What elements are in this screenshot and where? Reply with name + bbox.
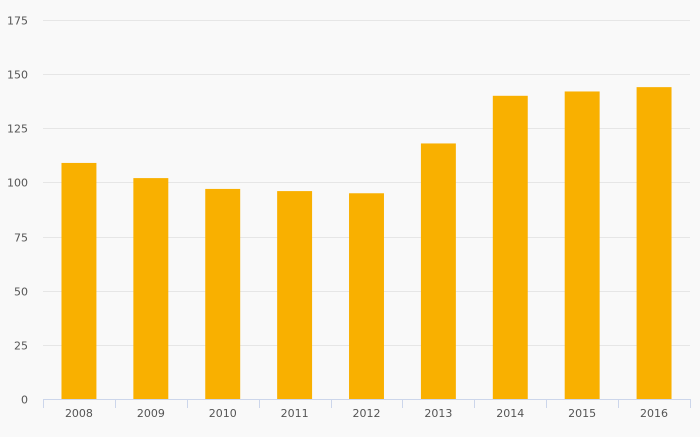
- x-axis: [43, 399, 691, 408]
- x-tick-label: 2016: [640, 407, 668, 420]
- bar-2008[interactable]: [61, 162, 97, 399]
- bar-2014[interactable]: [492, 95, 528, 400]
- y-tick-label: 175: [7, 15, 28, 28]
- y-axis-tick-labels: 0 25 50 75 100 125 150 175: [7, 15, 28, 407]
- x-tick-label: 2013: [424, 407, 452, 420]
- x-tick-label: 2014: [496, 407, 524, 420]
- y-tick-label: 0: [21, 394, 28, 407]
- bar-2010[interactable]: [205, 188, 241, 399]
- bar-2015[interactable]: [564, 91, 600, 399]
- bar-2011[interactable]: [277, 191, 313, 399]
- bar-2009[interactable]: [133, 178, 169, 399]
- y-tick-label: 50: [14, 286, 28, 299]
- y-tick-label: 25: [14, 340, 28, 353]
- x-tick-label: 2015: [568, 407, 596, 420]
- y-tick-label: 125: [7, 123, 28, 136]
- y-tick-label: 75: [14, 232, 28, 245]
- x-tick-label: 2008: [65, 407, 93, 420]
- x-tick-label: 2012: [353, 407, 381, 420]
- x-tick-label: 2011: [281, 407, 309, 420]
- bar-2016[interactable]: [636, 87, 672, 399]
- x-tick-label: 2010: [209, 407, 237, 420]
- x-axis-tick-labels: 2008 2009 2010 2011 2012 2013 2014 2015 2016: [65, 407, 668, 420]
- bar-2012[interactable]: [349, 193, 384, 399]
- bar-2013[interactable]: [420, 143, 456, 399]
- bars: [61, 87, 672, 400]
- x-tick-label: 2009: [137, 407, 165, 420]
- y-tick-label: 100: [7, 177, 28, 190]
- y-tick-label: 150: [7, 69, 28, 82]
